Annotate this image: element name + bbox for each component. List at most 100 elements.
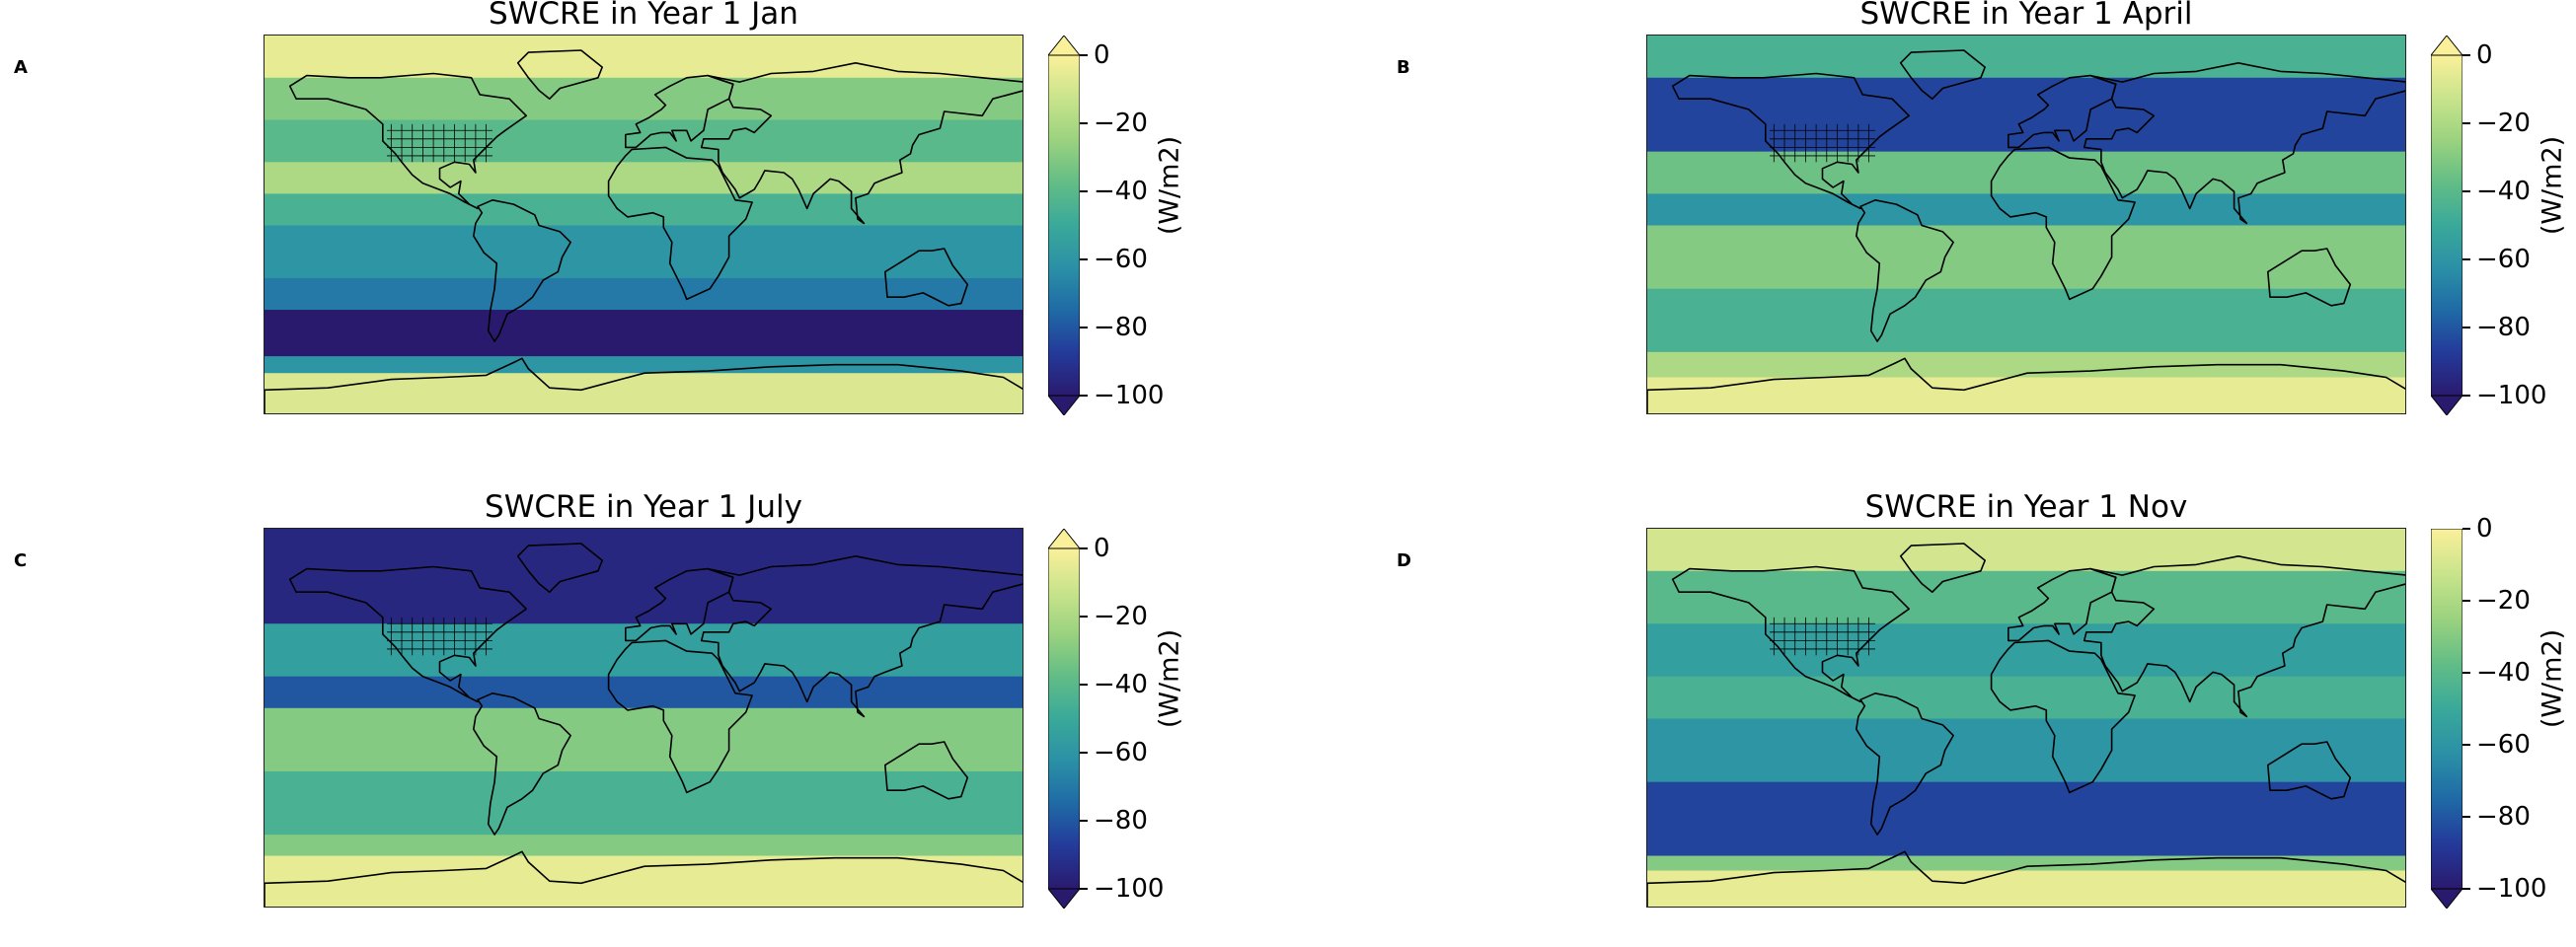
swcre-band: [265, 770, 1023, 836]
colorbar-tick-mark: [1080, 888, 1088, 890]
asia-outline: [2083, 554, 2405, 718]
asia-outline: [2083, 61, 2405, 225]
world-map: [264, 528, 1023, 908]
colorbar-tick-mark: [2462, 395, 2470, 397]
colorbar-tick-mark: [1080, 547, 1088, 549]
colorbar-extend-bottom: [2431, 888, 2462, 909]
colorbar-tick-label: −20: [2476, 109, 2531, 138]
colorbar-tick-mark: [2462, 258, 2470, 260]
colorbar-unit-label: (W/m2): [1154, 135, 1185, 236]
swcre-band: [1647, 781, 2405, 857]
swcre-band: [1647, 718, 2405, 783]
panel-title: SWCRE in Year 1 Jan: [489, 0, 798, 32]
colorbar-tick-label: 0: [1094, 40, 1110, 70]
swcre-band: [265, 373, 1023, 413]
australia-outline: [2266, 741, 2352, 800]
swcre-band: [265, 310, 1023, 357]
world-map: [264, 35, 1023, 414]
africa-outline: [607, 639, 753, 794]
colorbar-tick-label: −100: [2476, 874, 2547, 904]
world-map: [1646, 35, 2406, 414]
colorbar-tick-mark: [1080, 122, 1088, 124]
swcre-band: [1647, 193, 2405, 226]
swcre-band: [265, 277, 1023, 311]
colorbar-tick-label: −80: [1094, 806, 1148, 836]
map-panel-c: C SWCRE in Year 1 July 0 −20 −40 −60 −80 −100…: [0, 489, 1283, 947]
colorbar-tick-mark: [2462, 744, 2470, 746]
colorbar-extend-bottom: [2431, 395, 2462, 415]
colorbar-tick-mark: [2462, 54, 2470, 56]
swcre-band: [1647, 570, 2405, 624]
colorbar-extend-top: [1048, 36, 1080, 56]
antarctica-outline: [265, 357, 1023, 413]
colorbar-tick-label: 0: [1094, 534, 1110, 563]
antarctica-outline: [1647, 357, 2405, 413]
world-map-svg: [265, 529, 1023, 907]
world-map-svg: [265, 36, 1023, 413]
antarctica-outline: [1647, 850, 2405, 907]
swcre-band: [265, 225, 1023, 279]
colorbar-tick-mark: [1080, 258, 1088, 260]
colorbar-tick-label: 0: [2476, 514, 2493, 544]
colorbar-tick-mark: [1080, 190, 1088, 192]
colorbar-tick-mark: [2462, 816, 2470, 818]
swcre-band: [265, 676, 1023, 709]
swcre-band: [1647, 855, 2405, 871]
colorbar-tick-label: −40: [1094, 670, 1148, 699]
colorbar-gradient: [2431, 529, 2462, 890]
swcre-band: [265, 162, 1023, 194]
panel-letter: A: [14, 57, 28, 78]
swcre-band: [1647, 151, 2405, 194]
colorbar-extend-top: [2431, 36, 2462, 56]
swcre-band: [1647, 288, 2405, 353]
swcre-band: [265, 529, 1023, 624]
colorbar-tick-label: −80: [1094, 313, 1148, 342]
colorbar: [1048, 36, 1080, 415]
colorbar-extend-bottom: [1048, 888, 1080, 909]
swcre-band: [265, 623, 1023, 678]
south-america-outline: [1856, 692, 1954, 836]
colorbar-tick-label: −40: [1094, 177, 1148, 206]
colorbar-tick-label: −100: [2476, 381, 2547, 410]
us-state-borders: [1770, 123, 1875, 163]
swcre-band: [265, 707, 1023, 772]
map-panel-b: B SWCRE in Year 1 April 0 −20 −40 −60 −80 −10…: [1383, 0, 2576, 454]
swcre-band: [1647, 377, 2405, 413]
colorbar-tick-label: −20: [2476, 586, 2531, 616]
colorbar-unit-label: (W/m2): [1154, 628, 1185, 729]
colorbar-tick-mark: [2462, 327, 2470, 328]
world-map: [1646, 528, 2406, 908]
swcre-band: [265, 356, 1023, 374]
colorbar-tick-label: −60: [1094, 245, 1148, 274]
colorbar-tick-mark: [2462, 528, 2470, 530]
colorbar-tick-mark: [2462, 672, 2470, 674]
africa-outline: [607, 146, 753, 301]
colorbar-tick-label: −80: [2476, 802, 2531, 832]
panel-letter: B: [1397, 57, 1410, 78]
colorbar-tick-label: −100: [1094, 381, 1165, 410]
africa-outline: [1990, 639, 2136, 794]
africa-outline: [1990, 146, 2136, 301]
colorbar: [2431, 36, 2462, 415]
asia-outline: [700, 554, 1023, 718]
colorbar-gradient: [2431, 54, 2462, 397]
swcre-band: [265, 855, 1023, 907]
panel-letter: C: [14, 550, 28, 571]
colorbar-tick-mark: [1080, 752, 1088, 754]
antarctica-outline: [265, 850, 1023, 907]
swcre-band: [1647, 870, 2405, 907]
us-state-borders: [1770, 617, 1875, 656]
south-america-outline: [473, 692, 571, 836]
colorbar-tick-mark: [2462, 190, 2470, 192]
us-state-borders: [387, 123, 492, 163]
colorbar: [1048, 529, 1080, 909]
colorbar-unit-label: (W/m2): [2537, 628, 2568, 729]
colorbar-tick-label: −40: [2476, 658, 2531, 688]
australia-outline: [2266, 248, 2352, 307]
swcre-band: [265, 193, 1023, 226]
map-panel-d: D SWCRE in Year 1 Nov 0 −20 −40 −60 −80 −100 …: [1383, 489, 2576, 947]
panel-title: SWCRE in Year 1 April: [1859, 0, 2193, 32]
panel-letter: D: [1397, 550, 1411, 571]
panel-title: SWCRE in Year 1 Nov: [1864, 489, 2188, 525]
colorbar-tick-label: −40: [2476, 177, 2531, 206]
